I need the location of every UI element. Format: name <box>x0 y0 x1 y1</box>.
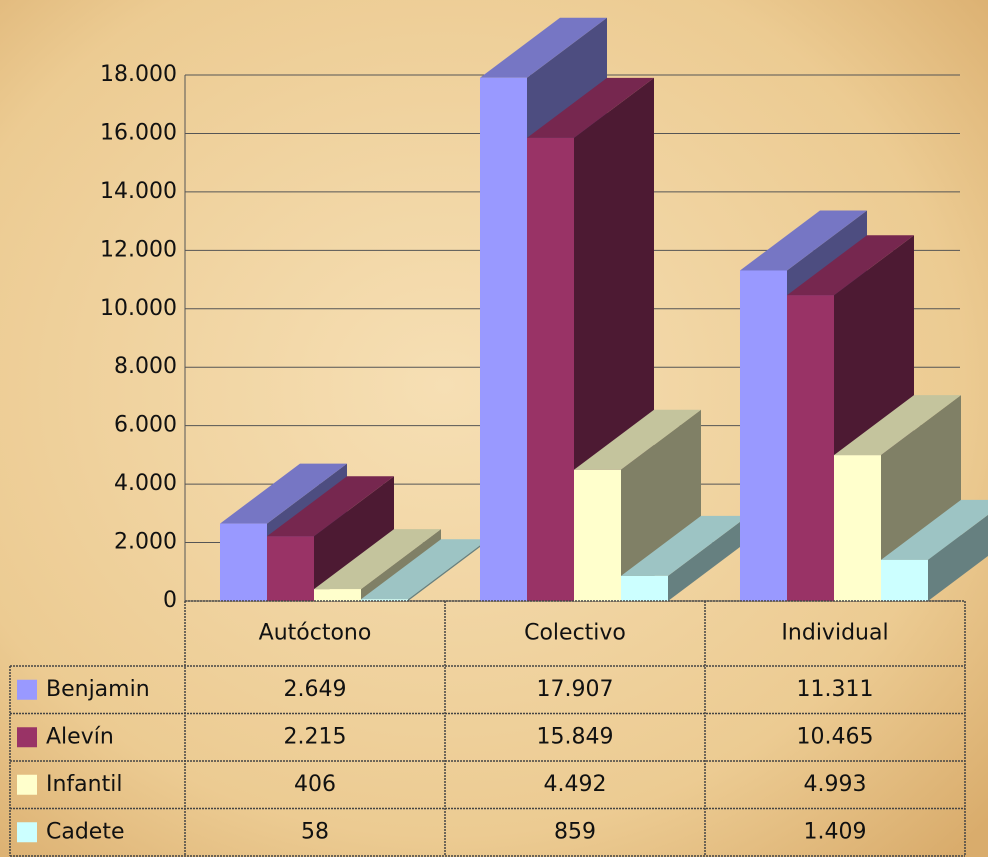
x-tick-label: Colectivo <box>524 621 626 646</box>
bar-top <box>267 476 394 537</box>
bar-front <box>267 536 314 601</box>
value-label: 15.849 <box>537 724 614 749</box>
data-table: Autóctono Colectivo Individual Benjamin 2.64… <box>9 600 966 857</box>
value-label: 2.649 <box>284 677 347 702</box>
bar-top <box>527 77 654 138</box>
bar-top <box>574 409 701 470</box>
x-tick-label: Autóctono <box>259 621 372 646</box>
legend-swatch <box>17 679 37 700</box>
bar <box>361 539 488 601</box>
bar-top <box>314 529 441 590</box>
legend-label: Benjamin <box>46 677 150 702</box>
bar-front <box>220 523 267 601</box>
value-label: 859 <box>554 819 596 844</box>
bar-front <box>574 469 621 601</box>
bar-front <box>881 559 928 601</box>
bar-side <box>314 476 394 601</box>
y-tick-label: 18.000 <box>100 62 177 87</box>
legend-label: Alevín <box>46 724 114 749</box>
bar-front <box>834 455 881 601</box>
y-tick-label: 14.000 <box>100 179 177 204</box>
y-tick-label: 16.000 <box>100 120 177 145</box>
bar-side <box>928 514 988 601</box>
value-label: 58 <box>301 819 329 844</box>
bar-top <box>361 539 488 600</box>
bar-top <box>480 17 607 78</box>
value-label: 4.993 <box>804 772 867 797</box>
value-label: 406 <box>294 772 336 797</box>
bar-top <box>787 235 914 296</box>
value-label: 10.465 <box>797 724 874 749</box>
bar-front <box>314 589 361 601</box>
bar-side <box>668 515 748 601</box>
legend-label: Infantil <box>46 772 122 797</box>
bars <box>220 17 988 602</box>
y-tick-label: 2.000 <box>114 530 177 555</box>
value-label: 17.907 <box>537 677 614 702</box>
bar-front <box>480 77 527 602</box>
y-tick-label: 6.000 <box>114 413 177 438</box>
y-tick-label: 4.000 <box>114 471 177 496</box>
legend-label: Cadete <box>46 819 125 844</box>
legend-swatch <box>17 822 37 843</box>
x-tick-label: Individual <box>781 621 888 646</box>
y-tick-label: 12.000 <box>100 237 177 262</box>
bar-top <box>834 395 961 456</box>
bar-front <box>621 575 668 601</box>
bar <box>314 529 441 601</box>
bar-front <box>787 295 834 601</box>
value-label: 4.492 <box>544 772 607 797</box>
bar-top <box>621 515 748 576</box>
bar-side <box>408 539 488 601</box>
value-label: 2.215 <box>284 724 347 749</box>
bar <box>621 515 748 601</box>
bar <box>267 476 394 601</box>
bar-top <box>220 463 347 524</box>
bar-front <box>740 270 787 601</box>
legend-swatch <box>17 774 37 795</box>
bar-front <box>527 137 574 601</box>
legend-swatch <box>17 727 37 748</box>
y-tick-label: 0 <box>163 588 177 613</box>
bar-side <box>361 529 441 601</box>
bar <box>881 499 988 601</box>
bar-front <box>361 599 408 601</box>
value-label: 1.409 <box>804 819 867 844</box>
y-tick-label: 8.000 <box>114 354 177 379</box>
y-tick-label: 10.000 <box>100 296 177 321</box>
value-label: 11.311 <box>797 677 874 702</box>
bar-top <box>740 210 867 271</box>
bar-top <box>881 499 988 560</box>
